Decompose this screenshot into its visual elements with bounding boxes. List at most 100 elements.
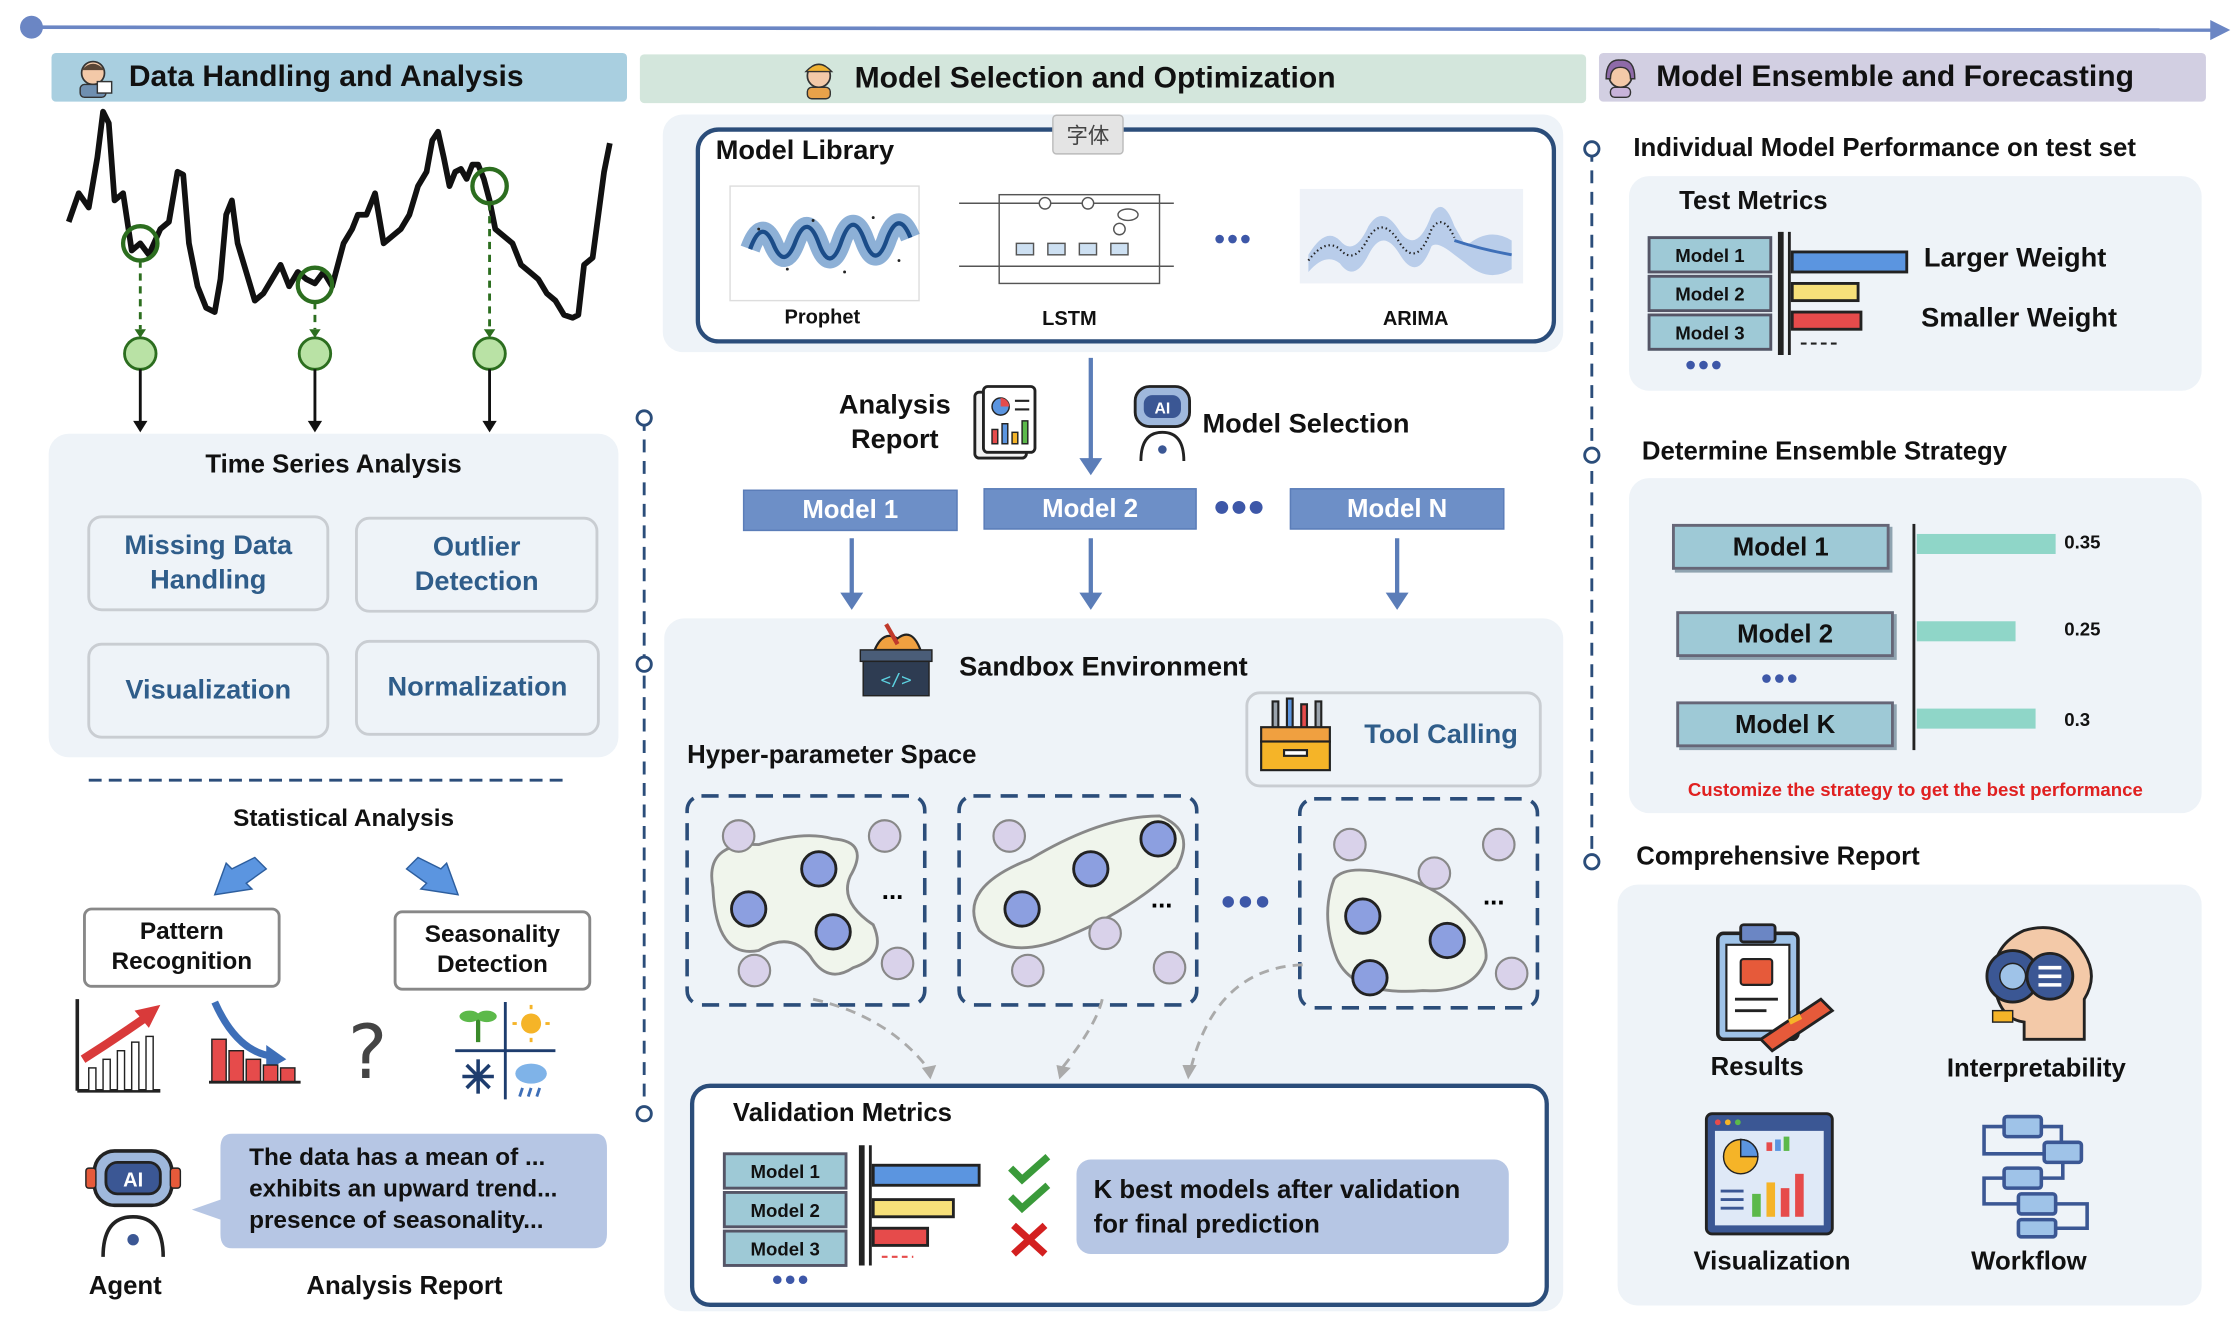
val-model-1: Model 1: [722, 1152, 848, 1190]
model-n-button[interactable]: Model N: [1289, 488, 1505, 530]
connector-right: [1583, 140, 1601, 871]
svg-text:...: ...: [882, 877, 903, 905]
header-label: Model Ensemble and Forecasting: [1656, 60, 2134, 94]
downward-trend-icon: [208, 1000, 301, 1084]
agent-report-text: The data has a mean of ... exhibits an u…: [249, 1143, 558, 1234]
model-down-arrows: [840, 538, 1409, 610]
header-data-handling: Data Handling and Analysis: [51, 52, 627, 102]
speech-bubble: [191, 1133, 607, 1249]
ensemble-bar-2: [1916, 621, 2016, 642]
model-2-button[interactable]: Model 2: [983, 488, 1197, 530]
normalization-box: Normalization: [355, 639, 600, 736]
tsa-title: Time Series Analysis: [205, 449, 462, 479]
model-selection-caption: Model Selection: [1202, 409, 1410, 440]
workflow-label: Workflow: [1971, 1246, 2087, 1276]
clipboard-results-icon: [1716, 923, 1835, 1053]
interpretability-label: Interpretability: [1946, 1053, 2126, 1083]
test-model-2: Model 2: [1647, 274, 1773, 313]
svg-text:...: ...: [1483, 883, 1504, 911]
ensemble-title: Determine Ensemble Strategy: [1641, 436, 2008, 466]
perf-title: Individual Model Performance on test set: [1633, 133, 2136, 162]
agent-label: Agent: [88, 1271, 162, 1300]
results-label: Results: [1710, 1052, 1804, 1081]
sandbox-icon: </>: [859, 623, 933, 697]
stat-arrows: [213, 856, 460, 896]
test-model-3: Model 3: [1647, 313, 1773, 351]
check-check-cross-icon: [1008, 1153, 1051, 1257]
ensemble-weight-1: 0.35: [2064, 531, 2101, 553]
library-down-arrow: [1079, 357, 1103, 476]
ensemble-weight-k: 0.3: [2064, 708, 2091, 731]
ensemble-bars: [1916, 524, 2089, 753]
svg-text:</>: </>: [881, 671, 912, 691]
prophet-label: Prophet: [784, 304, 861, 328]
ensemble-more-dots: [1762, 674, 1797, 683]
val-model-2: Model 2: [722, 1191, 848, 1229]
test-more-dots: [1686, 360, 1721, 370]
lstm-label: LSTM: [1042, 306, 1097, 330]
forecaster-avatar-icon: [1605, 59, 1636, 99]
ensemble-model-1: Model 1: [1671, 523, 1890, 570]
tool-calling-label: Tool Calling: [1364, 720, 1518, 751]
analysis-report-label: Analysis Report: [306, 1271, 503, 1300]
ensemble-weight-2: 0.25: [2064, 618, 2101, 640]
ai-robot-select-icon: AI: [1133, 385, 1192, 461]
hyperparam-title: Hyper-parameter Space: [687, 740, 977, 769]
analysis-report-caption: Analysis Report: [838, 390, 951, 456]
val-model-3: Model 3: [722, 1229, 848, 1267]
header-model-selection: Model Selection and Optimization: [639, 54, 1587, 104]
missing-data-box: Missing Data Handling: [87, 515, 330, 612]
timeline-arrow: [20, 15, 2231, 41]
brain-gear-icon: [1985, 926, 2093, 1041]
header-label: Data Handling and Analysis: [128, 60, 524, 94]
header-label: Model Selection and Optimization: [854, 61, 1336, 95]
ensemble-model-2: Model 2: [1676, 611, 1894, 658]
test-metrics-title: Test Metrics: [1679, 186, 1828, 215]
arima-plot-icon: [1294, 183, 1529, 293]
question-icon: ?: [347, 1010, 388, 1097]
report-panel: [1617, 884, 2202, 1306]
hyperparameter-spaces: ... ... ...: [685, 794, 1540, 1080]
svg-text:...: ...: [1151, 886, 1172, 914]
font-tooltip[interactable]: 字体: [1052, 114, 1124, 155]
arima-label: ARIMA: [1382, 306, 1449, 330]
validation-title: Validation Metrics: [732, 1097, 953, 1127]
sandbox-title: Sandbox Environment: [959, 652, 1248, 683]
analyst-avatar-icon: [79, 60, 113, 99]
ensemble-bar-3: [1916, 708, 2036, 729]
model-1-button[interactable]: Model 1: [742, 489, 958, 532]
test-model-1: Model 1: [1647, 236, 1773, 274]
library-more-dots: [1215, 234, 1250, 244]
k-best-box: [1076, 1159, 1509, 1254]
validation-bars: [858, 1145, 981, 1266]
svg-text:AI: AI: [1155, 401, 1171, 418]
val-more-dots: [773, 1275, 808, 1285]
visualization-box: Visualization: [87, 642, 330, 739]
raw-time-series: [66, 108, 613, 433]
k-best-text: K best models after validation for final…: [1093, 1175, 1461, 1239]
model-more-dots: [1215, 501, 1263, 514]
report-title: Comprehensive Report: [1636, 841, 1920, 871]
engineer-avatar-icon: [804, 63, 834, 100]
dashboard-visualization-icon: [1704, 1112, 1834, 1236]
agent-robot-icon: AI: [85, 1149, 182, 1257]
pattern-recognition-box: Pattern Recognition: [83, 907, 281, 988]
outlier-box: Outlier Detection: [355, 516, 599, 613]
svg-text:AI: AI: [123, 1170, 143, 1192]
larger-weight-label: Larger Weight: [1923, 243, 2107, 274]
visualization-label: Visualization: [1693, 1246, 1851, 1276]
lstm-diagram-icon: [959, 186, 1177, 298]
stat-title: Statistical Analysis: [233, 804, 455, 832]
prophet-plot-icon: [729, 185, 920, 302]
upward-trend-icon: [75, 999, 161, 1093]
workflow-icon: [1982, 1114, 2089, 1239]
seasonality-box: Seasonality Detection: [393, 910, 592, 991]
smaller-weight-label: Smaller Weight: [1921, 303, 2118, 334]
report-doc-icon: [973, 385, 1037, 460]
header-ensemble: Model Ensemble and Forecasting: [1598, 52, 2206, 102]
library-title: Model Library: [715, 135, 895, 167]
col1-divider: [88, 778, 563, 782]
ensemble-model-k: Model K: [1676, 701, 1894, 748]
ensemble-bar-1: [1916, 533, 2056, 554]
